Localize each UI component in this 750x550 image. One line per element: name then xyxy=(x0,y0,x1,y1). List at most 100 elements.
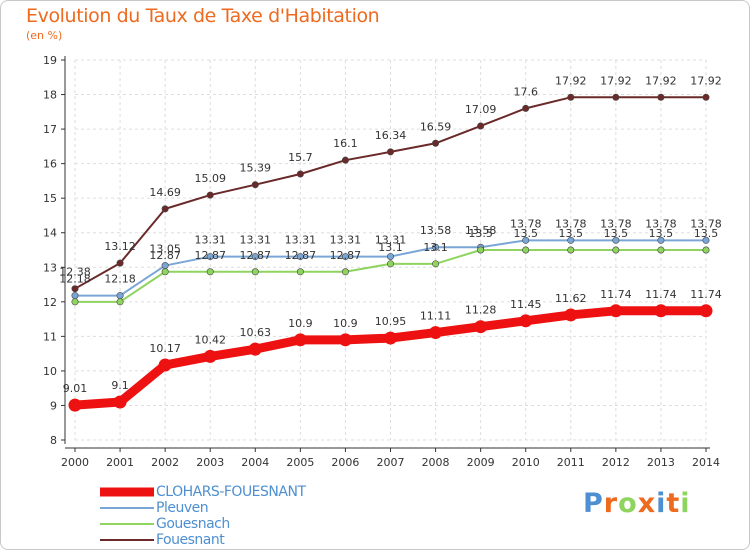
data-label: 13.31 xyxy=(375,234,407,247)
chart-unit-label: (en %) xyxy=(26,29,63,42)
data-label: 15.7 xyxy=(288,151,313,164)
data-point xyxy=(477,246,485,254)
data-point xyxy=(341,268,349,276)
data-point xyxy=(522,246,530,254)
data-point xyxy=(564,308,578,322)
x-tick-label: 2004 xyxy=(241,456,269,469)
data-label: 13.31 xyxy=(194,234,226,247)
data-label: 15.09 xyxy=(194,172,226,185)
data-label: 12.87 xyxy=(194,249,226,262)
y-tick-label: 13 xyxy=(43,261,57,274)
y-tick-label: 10 xyxy=(43,365,57,378)
proxiti-logo: Proxiti xyxy=(583,488,691,519)
data-point xyxy=(477,122,485,130)
data-label: 10.17 xyxy=(149,342,181,355)
data-point xyxy=(161,268,169,276)
data-label: 13.12 xyxy=(104,240,136,253)
data-point xyxy=(296,253,304,261)
legend-swatch xyxy=(100,487,154,497)
data-label: 12.18 xyxy=(59,273,91,286)
data-label: 13.58 xyxy=(420,224,452,237)
data-label: 13.1 xyxy=(423,241,448,254)
logo-letter: o xyxy=(618,488,638,519)
data-point xyxy=(341,253,349,261)
data-label: 11.74 xyxy=(600,288,632,301)
legend-item: CLOHARS-FOUESNANT xyxy=(100,484,306,500)
data-point xyxy=(429,326,443,340)
x-tick-label: 2007 xyxy=(377,456,405,469)
data-point xyxy=(71,298,79,306)
data-point xyxy=(206,253,214,261)
data-point xyxy=(657,246,665,254)
data-point xyxy=(609,304,623,318)
data-label: 13.5 xyxy=(513,227,538,240)
logo-letter: r xyxy=(603,488,619,519)
legend-label: Fouesnant xyxy=(156,532,225,548)
data-point xyxy=(567,93,575,101)
data-point xyxy=(702,246,710,254)
data-point xyxy=(702,93,710,101)
y-tick-label: 14 xyxy=(43,227,57,240)
legend-item: Gouesnach xyxy=(100,516,306,532)
data-label: 10.63 xyxy=(240,326,272,339)
legend-swatch xyxy=(100,523,154,525)
x-tick-label: 2006 xyxy=(331,456,359,469)
x-tick-label: 2010 xyxy=(512,456,540,469)
data-label: 13.31 xyxy=(285,234,317,247)
data-label: 17.92 xyxy=(555,74,587,87)
data-point xyxy=(341,156,349,164)
data-label: 12.87 xyxy=(149,249,181,262)
data-label: 13.5 xyxy=(649,227,674,240)
data-label: 16.59 xyxy=(420,120,452,133)
data-label: 12.38 xyxy=(59,266,91,279)
y-tick-label: 18 xyxy=(43,89,57,102)
data-label: 9.01 xyxy=(63,382,88,395)
data-point xyxy=(384,331,397,345)
data-point xyxy=(612,246,620,254)
data-point xyxy=(161,262,169,270)
data-label: 10.9 xyxy=(333,317,358,330)
x-tick-label: 2011 xyxy=(557,456,585,469)
data-point xyxy=(654,304,668,318)
data-point xyxy=(432,139,440,147)
data-point xyxy=(519,314,533,328)
x-tick-label: 2001 xyxy=(106,456,134,469)
data-label: 13.78 xyxy=(645,217,677,230)
data-label: 13.1 xyxy=(378,241,403,254)
y-tick-label: 17 xyxy=(43,123,57,136)
data-point xyxy=(158,358,172,372)
data-point xyxy=(657,236,665,244)
data-label: 16.1 xyxy=(333,137,358,150)
data-label: 13.78 xyxy=(555,217,587,230)
data-point xyxy=(567,236,575,244)
data-label: 13.31 xyxy=(330,234,362,247)
data-point xyxy=(116,298,124,306)
x-tick-label: 2009 xyxy=(467,456,495,469)
logo-letter: i xyxy=(680,488,691,519)
data-label: 13.5 xyxy=(468,227,493,240)
data-label: 9.1 xyxy=(111,379,129,392)
legend-swatch xyxy=(100,539,154,541)
data-label: 17.09 xyxy=(465,103,497,116)
legend-swatch xyxy=(100,507,154,509)
data-label: 13.05 xyxy=(149,243,181,256)
data-label: 12.87 xyxy=(285,249,317,262)
data-point xyxy=(296,170,304,178)
data-label: 13.31 xyxy=(240,234,272,247)
data-point xyxy=(206,268,214,276)
data-point xyxy=(338,333,352,347)
y-tick-label: 15 xyxy=(43,192,57,205)
legend: CLOHARS-FOUESNANT Pleuven Gouesnach Foue… xyxy=(100,484,306,548)
data-label: 13.78 xyxy=(510,217,542,230)
data-label: 13.5 xyxy=(559,227,584,240)
data-label: 12.87 xyxy=(240,249,272,262)
data-point xyxy=(71,292,79,300)
legend-label: CLOHARS-FOUESNANT xyxy=(156,484,306,500)
data-point xyxy=(432,260,440,268)
data-point xyxy=(386,260,394,268)
data-point xyxy=(296,268,304,276)
logo-letter: i xyxy=(656,488,667,519)
data-label: 13.58 xyxy=(465,224,497,237)
